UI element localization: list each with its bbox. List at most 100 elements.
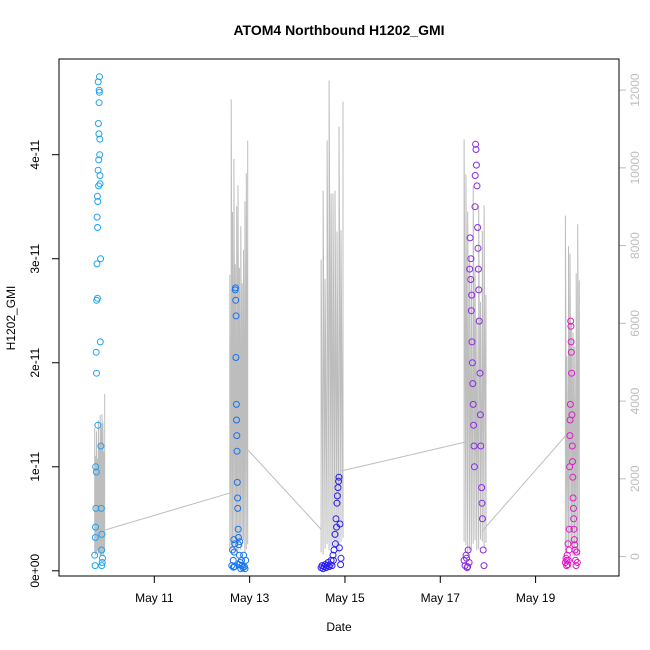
data-point	[470, 421, 478, 429]
data-point	[232, 354, 240, 361]
data-point	[477, 442, 485, 450]
data-point	[567, 317, 575, 325]
data-point	[333, 499, 341, 507]
data-point	[464, 563, 472, 571]
data-point	[333, 523, 341, 531]
data-point	[478, 515, 486, 523]
data-point	[335, 544, 343, 552]
data-point-layer	[91, 73, 581, 573]
data-point	[236, 538, 244, 546]
data-point	[478, 484, 486, 492]
data-point	[93, 369, 100, 377]
y-left-tick-label: 1e-11	[28, 452, 42, 482]
data-point	[335, 473, 343, 481]
data-point	[331, 530, 339, 538]
data-point	[96, 73, 103, 81]
data-point	[234, 525, 242, 533]
data-point	[233, 478, 241, 486]
data-point	[93, 213, 101, 221]
x-tick-label: May 11	[135, 591, 174, 605]
data-point	[334, 484, 342, 492]
data-point	[95, 99, 103, 107]
data-point	[232, 312, 240, 320]
data-point	[568, 369, 576, 377]
data-point	[467, 255, 475, 263]
data-point	[91, 534, 99, 541]
data-point	[229, 563, 237, 571]
data-point	[92, 468, 100, 476]
data-point	[232, 400, 240, 408]
data-point	[232, 296, 240, 304]
data-point	[466, 265, 474, 273]
data-point	[94, 294, 101, 302]
data-point	[472, 146, 480, 153]
y-axis-title: H1202_GMI	[4, 286, 18, 351]
data-point	[230, 536, 238, 544]
y-right-tick-label: 2000	[628, 465, 642, 492]
data-point	[230, 548, 238, 556]
data-point	[566, 416, 574, 424]
data-point	[474, 265, 482, 273]
data-point	[572, 556, 579, 564]
data-point	[567, 338, 575, 346]
spike-connector-line	[340, 441, 467, 472]
data-point	[233, 432, 241, 440]
y-right-tick-label: 10000	[628, 151, 642, 185]
data-point	[93, 260, 101, 268]
data-point	[466, 234, 474, 242]
spike-connector-line	[247, 449, 322, 530]
data-point	[569, 458, 576, 466]
y-left-tick-label: 0e+00	[28, 554, 42, 588]
plot-frame	[58, 58, 620, 577]
data-point	[467, 307, 475, 315]
data-point	[98, 559, 106, 566]
data-point	[99, 554, 106, 562]
data-point	[470, 463, 478, 471]
data-point	[95, 86, 103, 94]
data-point	[94, 421, 102, 429]
data-point	[479, 546, 487, 554]
data-point	[468, 359, 476, 367]
data-point	[94, 224, 102, 231]
data-point	[565, 525, 573, 533]
data-point	[566, 400, 574, 408]
data-point	[94, 120, 102, 127]
data-point	[463, 554, 470, 562]
data-point	[467, 276, 475, 283]
data-point	[474, 224, 482, 231]
data-point	[474, 244, 482, 252]
data-point	[94, 78, 102, 86]
activity-spike-segment	[564, 215, 580, 557]
activity-spike-segment	[320, 80, 344, 555]
data-point	[335, 477, 343, 485]
data-point	[563, 556, 571, 564]
data-point	[92, 504, 100, 512]
data-point	[233, 447, 241, 455]
data-point	[96, 135, 104, 143]
data-point	[472, 140, 480, 148]
data-point	[234, 494, 242, 502]
data-point	[476, 411, 484, 419]
data-point	[569, 494, 577, 502]
axes-layer: May 11 May 13 May 15 May 17 May 19 0e+00 1e-11…	[28, 73, 642, 605]
data-point	[564, 561, 572, 569]
data-point	[564, 540, 572, 548]
data-point	[96, 151, 104, 159]
data-point	[464, 546, 472, 554]
data-point	[573, 548, 581, 556]
data-point	[332, 515, 340, 523]
data-point	[97, 504, 105, 512]
data-point	[229, 546, 236, 554]
data-point	[97, 255, 105, 263]
data-point	[234, 534, 242, 541]
data-point	[92, 348, 100, 356]
data-point	[94, 198, 102, 205]
x-tick-label: May 17	[421, 591, 461, 605]
y-left-tick-label: 4e-11	[28, 139, 42, 169]
activity-spike-segment	[229, 99, 249, 554]
data-point	[469, 400, 477, 408]
data-point	[473, 182, 481, 190]
activity-spike-segment	[463, 139, 487, 557]
data-point	[95, 156, 103, 164]
